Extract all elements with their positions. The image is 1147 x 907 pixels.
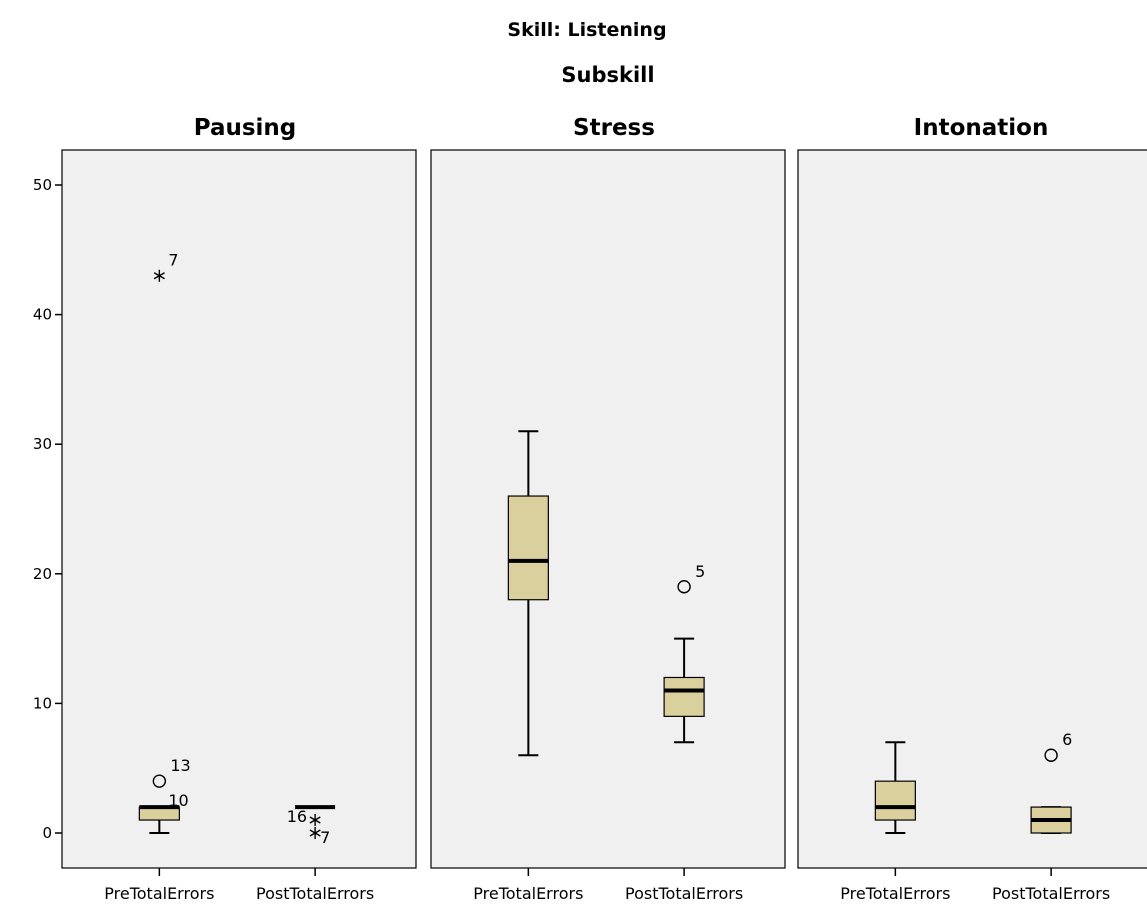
x-category-label: PostTotalErrors (992, 884, 1110, 903)
x-category-label: PreTotalErrors (473, 884, 583, 903)
outlier-label: 5 (695, 562, 705, 581)
outlier-label: 7 (168, 251, 178, 270)
extreme-outlier-star (309, 814, 321, 827)
y-tick-label: 10 (33, 694, 52, 712)
panel-frame (797, 149, 1147, 869)
y-tick-label: 30 (33, 435, 52, 453)
outlier-label: 10 (168, 791, 188, 810)
box-posttotalerrors: PostTotalErrors 16 7 (256, 805, 374, 903)
x-category-label: PreTotalErrors (104, 884, 214, 903)
panels-group: Pausing PreTotalErrors 7 13 10 PostTotalError… (61, 115, 1147, 903)
x-category-label: PreTotalErrors (840, 884, 950, 903)
x-category-label: PostTotalErrors (625, 884, 743, 903)
y-axis: 0 10 20 30 40 50 (33, 150, 63, 868)
extreme-outlier-star (153, 269, 165, 282)
outlier-circle (152, 774, 167, 788)
outlier-label: 7 (320, 828, 330, 847)
panel-intonation: Intonation PreTotalErrors PostTotalErrors 6 (797, 115, 1147, 903)
y-tick-label: 20 (33, 565, 52, 583)
chart-subtitle: Subskill (561, 63, 654, 87)
box-pretotalerrors: PreTotalErrors (473, 430, 583, 903)
iqr-box (874, 780, 916, 821)
outlier-label: 13 (170, 756, 190, 775)
outlier-circle (677, 580, 691, 594)
box-pretotalerrors: PreTotalErrors (840, 741, 950, 903)
extreme-outlier-star (309, 827, 321, 839)
iqr-box (507, 495, 549, 601)
panel-stress: Stress PreTotalErrors PostTotalErrors 5 (430, 115, 786, 903)
box-pretotalerrors: PreTotalErrors 7 13 10 (104, 251, 214, 903)
panel-title: Stress (573, 115, 655, 141)
panel-frame (430, 149, 786, 869)
y-tick-label: 40 (33, 306, 52, 324)
y-tick-label: 0 (42, 824, 52, 842)
outlier-circle (1044, 748, 1058, 762)
panel-title: Pausing (194, 115, 297, 141)
panel-pausing: Pausing PreTotalErrors 7 13 10 PostTotalError… (61, 115, 417, 903)
box-posttotalerrors: PostTotalErrors 6 (992, 730, 1110, 903)
x-category-label: PostTotalErrors (256, 884, 374, 903)
box-posttotalerrors: PostTotalErrors 5 (625, 562, 743, 903)
panel-title: Intonation (914, 115, 1049, 141)
outlier-label: 16 (287, 807, 307, 826)
iqr-box (663, 676, 705, 717)
y-tick-label: 50 (33, 176, 52, 194)
outlier-label: 6 (1062, 730, 1072, 749)
panel-frame (61, 149, 417, 869)
chart-title: Skill: Listening (507, 19, 666, 41)
